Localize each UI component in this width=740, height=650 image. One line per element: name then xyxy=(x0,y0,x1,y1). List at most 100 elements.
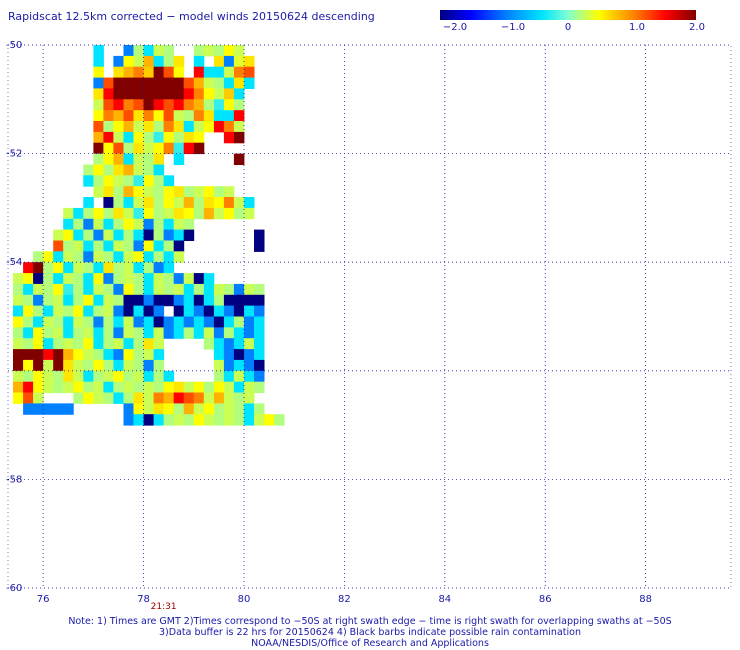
data-cell xyxy=(153,99,165,111)
data-cell xyxy=(233,359,245,372)
data-cell xyxy=(143,110,155,122)
data-cell xyxy=(83,251,94,263)
data-cell xyxy=(143,392,155,404)
data-cell xyxy=(143,359,155,372)
data-cell xyxy=(163,55,175,68)
data-cell xyxy=(173,316,185,328)
data-cell xyxy=(133,186,144,198)
data-cell xyxy=(53,273,64,285)
data-cell xyxy=(153,338,165,350)
data-cell xyxy=(73,381,84,394)
footnote-line: NOAA/NESDIS/Office of Research and Appli… xyxy=(251,638,489,649)
data-cell xyxy=(183,131,195,144)
data-cell xyxy=(43,262,54,274)
data-cell xyxy=(93,240,104,252)
data-cell xyxy=(143,414,155,426)
data-cell xyxy=(93,99,104,111)
data-cell xyxy=(213,110,225,122)
data-cell xyxy=(23,381,34,394)
data-cell xyxy=(113,251,124,263)
data-cell xyxy=(233,327,245,339)
data-cell xyxy=(254,305,265,317)
data-cell xyxy=(103,327,114,339)
data-cell xyxy=(93,338,104,350)
data-cell xyxy=(133,77,144,89)
data-cell xyxy=(163,403,175,415)
data-cell xyxy=(153,392,165,404)
data-cell xyxy=(23,349,34,361)
data-cell xyxy=(63,370,74,383)
data-cell xyxy=(113,359,124,372)
data-cell xyxy=(93,175,104,187)
data-cell xyxy=(183,186,195,198)
data-cell xyxy=(43,273,54,285)
data-cell xyxy=(73,283,84,296)
data-cell xyxy=(93,131,104,144)
data-cell xyxy=(213,45,225,57)
data-cell xyxy=(183,121,195,133)
data-cell xyxy=(83,283,94,296)
x-tick-label: 76 xyxy=(37,594,50,605)
data-cell xyxy=(113,338,124,350)
data-cell xyxy=(53,283,64,296)
data-cell xyxy=(73,240,84,252)
data-cell xyxy=(53,370,64,383)
data-cell xyxy=(193,131,205,144)
y-axis-ticks: -50 -52 -54 -58 -60 xyxy=(6,40,22,594)
data-cell xyxy=(133,175,144,187)
data-cell xyxy=(223,88,235,100)
data-cell xyxy=(143,142,155,155)
data-cell xyxy=(163,283,175,296)
data-cell xyxy=(93,392,104,404)
data-cell xyxy=(73,273,84,285)
data-cell xyxy=(53,262,64,274)
data-cell xyxy=(183,327,195,339)
data-cell xyxy=(123,305,134,317)
data-cell xyxy=(73,349,84,361)
data-cell xyxy=(103,381,114,394)
data-cell xyxy=(254,327,265,339)
data-cell xyxy=(143,338,155,350)
data-cell xyxy=(113,207,124,220)
data-cell xyxy=(143,207,155,220)
data-cell xyxy=(143,403,155,415)
data-cell xyxy=(143,294,155,307)
data-cell xyxy=(153,370,165,383)
data-cell xyxy=(233,88,245,100)
data-cell xyxy=(123,186,134,198)
data-cell xyxy=(223,359,235,372)
data-cell xyxy=(33,392,44,404)
data-cell xyxy=(143,283,155,296)
data-cell xyxy=(33,370,44,383)
data-cell xyxy=(73,207,84,220)
data-cell xyxy=(93,45,104,57)
data-cell xyxy=(193,305,205,317)
x-axis-ticks: 76 78 80 82 84 86 88 xyxy=(37,594,652,605)
data-cell xyxy=(93,153,104,165)
data-cell xyxy=(83,273,94,285)
data-cell xyxy=(13,370,24,383)
y-tick-label: -58 xyxy=(6,474,22,485)
data-cell xyxy=(13,338,24,350)
data-cell xyxy=(274,414,285,426)
data-cell xyxy=(103,229,114,241)
data-cell xyxy=(93,66,104,79)
data-cell xyxy=(23,403,34,415)
data-cell xyxy=(73,251,84,263)
data-cell xyxy=(83,164,94,176)
data-cell xyxy=(163,240,175,252)
data-cell xyxy=(53,316,64,328)
data-cell xyxy=(123,121,134,133)
data-cell xyxy=(113,186,124,198)
data-cell xyxy=(33,316,44,328)
data-cell xyxy=(53,229,64,241)
data-cell xyxy=(193,392,205,404)
data-cell xyxy=(153,121,165,133)
data-cell xyxy=(133,273,144,285)
data-cell xyxy=(93,229,104,241)
data-cell xyxy=(244,77,255,89)
data-cell xyxy=(153,229,165,241)
data-cell xyxy=(113,273,124,285)
data-cell xyxy=(213,370,225,383)
data-cell xyxy=(223,283,235,296)
